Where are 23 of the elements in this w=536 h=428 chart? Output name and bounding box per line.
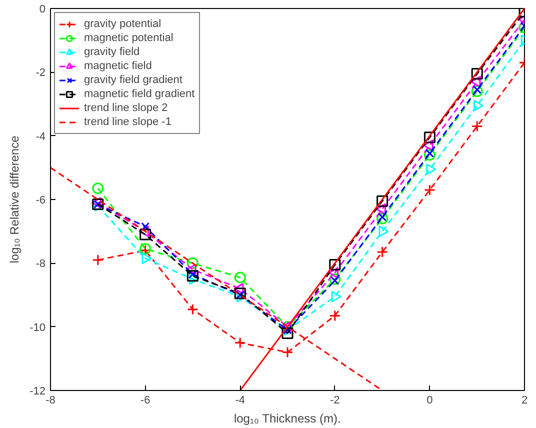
y-tick-label: -12 bbox=[30, 386, 46, 398]
y-axis-title: log₁₀ Relative difference bbox=[8, 135, 22, 264]
y-tick-label: -10 bbox=[30, 322, 46, 334]
legend-label: magnetic field gradient bbox=[84, 87, 195, 101]
x-tick-label: 2 bbox=[521, 394, 528, 406]
y-tick-label: -4 bbox=[36, 130, 46, 143]
legend-label: magnetic field bbox=[84, 59, 152, 73]
legend-label: magnetic potential bbox=[84, 31, 174, 45]
x-tick-label: -8 bbox=[46, 394, 56, 406]
x-tick-label: -6 bbox=[140, 394, 150, 406]
legend-label: gravity field gradient bbox=[84, 73, 182, 87]
legend-label: trend line slope -1 bbox=[84, 115, 172, 129]
y-tick-label: -8 bbox=[36, 258, 46, 270]
legend-label: trend line slope 2 bbox=[84, 101, 168, 115]
y-tick-label: -6 bbox=[36, 194, 46, 206]
x-axis-title: log₁₀ Thickness (m). bbox=[234, 412, 341, 426]
legend-label: gravity potential bbox=[84, 17, 162, 31]
y-tick-label: 0 bbox=[39, 4, 46, 16]
y-tick-label: -2 bbox=[36, 67, 46, 80]
legend-label: gravity field bbox=[84, 45, 140, 59]
x-tick-label: 0 bbox=[426, 394, 433, 406]
x-tick-label: -2 bbox=[330, 394, 340, 406]
x-tick-label: -4 bbox=[235, 394, 245, 406]
